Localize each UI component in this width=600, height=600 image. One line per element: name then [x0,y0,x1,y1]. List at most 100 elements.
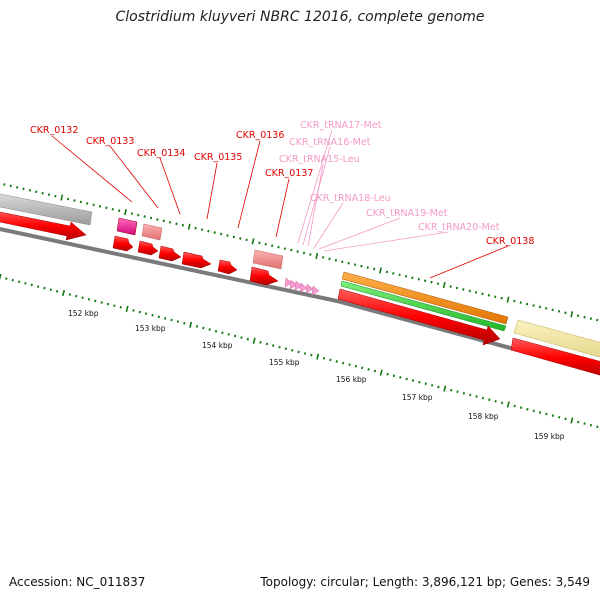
leader-trna15 [307,163,324,247]
label-ckr-0135[interactable]: CKR_0135 [194,152,242,163]
leader-trna16 [302,146,331,246]
lower-minor-tick [437,385,440,389]
lower-minor-tick [335,360,338,363]
lower-minor-tick [545,412,548,416]
yellow-track-right [513,319,600,358]
leader-ckr-0135 [206,162,218,220]
lower-minor-tick [291,349,294,352]
lower-minor-tick [214,329,218,333]
lower-minor-tick [469,393,472,397]
lower-minor-tick [494,400,497,403]
kbp-label-153: 153 kbp [135,324,166,333]
label-trna17-met[interactable]: CKR_tRNA17-Met [300,120,382,131]
lower-minor-tick [322,356,326,360]
label-ckr-0137[interactable]: CKR_0137 [265,168,313,179]
lower-minor-tick [132,309,135,312]
lower-minor-tick [329,358,332,362]
upper-major-tick [251,238,255,245]
lower-minor-tick [81,296,84,300]
genome-backbone [0,227,600,375]
cds-ckr-0136 [217,259,238,275]
lower-minor-tick [488,398,491,402]
lower-minor-tick [392,374,396,378]
lower-minor-tick [430,384,434,387]
leader-trna20 [323,231,449,252]
lower-major-tick [443,385,447,392]
lower-minor-tick [221,331,224,335]
lower-minor-tick [558,415,561,419]
lower-minor-tick [195,325,199,328]
lower-minor-tick [399,376,402,379]
feature-box-ckr-0133 [116,217,138,236]
lower-minor-tick [475,395,478,398]
lower-minor-tick [176,320,180,323]
lower-minor-tick [246,337,249,341]
lower-minor-tick [450,388,453,392]
upper-major-tick [315,252,319,260]
leader-ckr-0132 [51,135,133,203]
lower-minor-tick [456,390,459,394]
lower-minor-tick [138,310,141,314]
label-ckr-0138[interactable]: CKR_0138 [486,236,534,247]
lower-major-tick [189,321,193,328]
lower-major-tick [0,273,2,281]
trna-15-leu [294,280,303,291]
lower-minor-tick [297,350,300,354]
lower-major-tick [252,337,256,344]
lower-minor-tick [526,407,529,411]
feature-box-ckr-0134 [141,223,163,241]
lower-minor-tick [564,417,567,421]
cds-right [510,337,600,376]
lower-major-tick [62,289,66,297]
label-trna20-met[interactable]: CKR_tRNA20-Met [418,222,500,233]
kbp-label-154: 154 kbp [202,341,233,350]
lower-minor-tick [272,344,275,347]
label-ckr-0133[interactable]: CKR_0133 [86,136,134,147]
kbp-label-152: 152 kbp [68,309,99,318]
lower-minor-tick [151,313,154,317]
backbone-left [0,227,338,303]
lower-minor-tick [208,328,211,331]
lower-minor-tick [303,352,307,355]
label-trna19-met[interactable]: CKR_tRNA19-Met [366,208,448,219]
label-ckr-0132[interactable]: CKR_0132 [30,125,78,136]
lower-minor-tick [43,286,46,290]
lower-minor-tick [157,315,160,319]
trna-20-met [311,285,320,296]
lower-major-tick [570,417,574,424]
leader-trna17 [297,129,333,244]
trna-17-met [284,277,293,288]
label-ckr-0134[interactable]: CKR_0134 [137,148,185,159]
upper-major-tick [442,281,446,289]
leader-ckr-0137 [275,178,290,238]
grey-track-left [0,193,93,226]
lower-minor-tick [183,321,186,325]
lower-minor-tick [11,278,14,282]
label-trna16-met[interactable]: CKR_tRNA16-Met [289,137,371,148]
leader-ckr-0133 [109,145,159,209]
lower-minor-tick [119,305,122,309]
upper-major-tick [570,311,574,318]
lower-minor-tick [145,312,148,315]
lower-minor-tick [68,293,72,296]
lower-minor-tick [538,411,542,414]
lower-minor-tick [36,285,40,288]
cds-ckr-0132 [0,211,87,241]
green-track-ckr-0138 [340,280,507,332]
label-ckr-0136[interactable]: CKR_0136 [236,130,284,141]
feature-box-ckr-0137 [252,249,284,270]
upper-major-tick [124,209,127,216]
lower-minor-tick [87,298,91,301]
lower-minor-tick [49,288,52,292]
lower-minor-tick [532,409,535,413]
label-trna18-leu[interactable]: CKR_tRNA18-Leu [310,193,391,204]
lower-minor-tick [5,277,8,280]
lower-minor-tick [341,361,345,365]
label-trna15-leu[interactable]: CKR_tRNA15-Leu [279,154,360,165]
lower-minor-tick [259,341,262,344]
lower-minor-tick [551,414,554,417]
leader-trna18 [313,202,344,249]
orange-track-ckr-0138 [341,271,509,325]
upper-major-tick [60,194,64,201]
